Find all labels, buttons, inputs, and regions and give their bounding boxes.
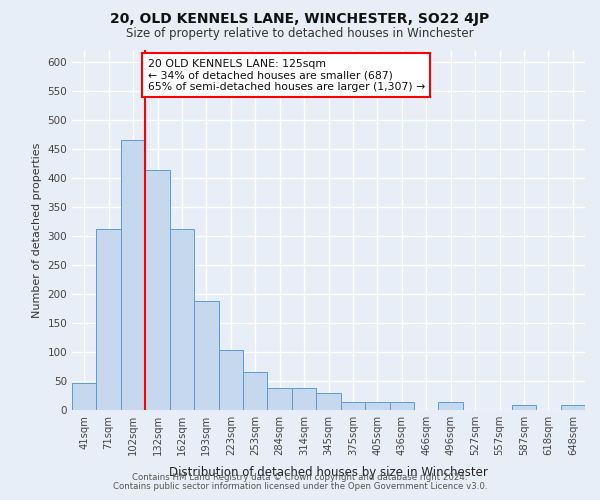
Bar bbox=[97, 230, 121, 410]
Bar bbox=[218, 350, 243, 410]
Bar bbox=[170, 229, 194, 410]
Bar bbox=[365, 402, 389, 410]
Y-axis label: Number of detached properties: Number of detached properties bbox=[32, 142, 42, 318]
Text: 20 OLD KENNELS LANE: 125sqm
← 34% of detached houses are smaller (687)
65% of se: 20 OLD KENNELS LANE: 125sqm ← 34% of det… bbox=[148, 58, 425, 92]
Text: 20, OLD KENNELS LANE, WINCHESTER, SO22 4JP: 20, OLD KENNELS LANE, WINCHESTER, SO22 4… bbox=[110, 12, 490, 26]
Bar bbox=[145, 170, 170, 410]
X-axis label: Distribution of detached houses by size in Winchester: Distribution of detached houses by size … bbox=[169, 466, 488, 479]
Text: Contains HM Land Registry data © Crown copyright and database right 2024.: Contains HM Land Registry data © Crown c… bbox=[132, 474, 468, 482]
Bar bbox=[292, 388, 316, 410]
Bar bbox=[194, 302, 218, 410]
Bar bbox=[439, 402, 463, 410]
Text: Contains public sector information licensed under the Open Government Licence v3: Contains public sector information licen… bbox=[113, 482, 487, 491]
Bar bbox=[389, 402, 414, 410]
Bar bbox=[268, 388, 292, 410]
Bar bbox=[121, 140, 145, 410]
Bar bbox=[316, 392, 341, 410]
Text: Size of property relative to detached houses in Winchester: Size of property relative to detached ho… bbox=[126, 28, 474, 40]
Bar bbox=[560, 406, 585, 410]
Bar bbox=[72, 382, 97, 410]
Bar bbox=[341, 402, 365, 410]
Bar bbox=[512, 406, 536, 410]
Bar bbox=[243, 372, 268, 410]
